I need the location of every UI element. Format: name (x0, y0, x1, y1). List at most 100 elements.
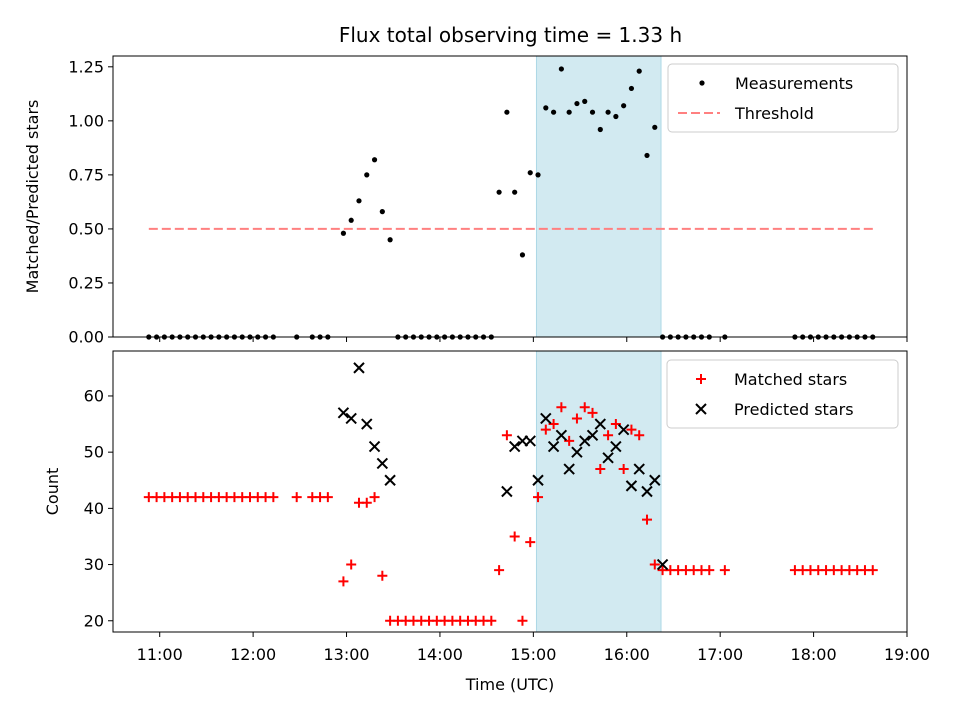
matched-star-point (517, 615, 528, 626)
predicted-star-point (656, 558, 669, 571)
predicted-star-point (633, 463, 645, 475)
matched-star-point (268, 492, 279, 503)
bottom-y-tick-label: 40 (84, 499, 104, 518)
predicted-star-point (345, 412, 357, 425)
matched-star-point (610, 419, 621, 430)
measurement-point (512, 189, 518, 195)
x-tick-label: 11:00 (137, 645, 183, 664)
x-tick-label: 15:00 (510, 645, 556, 664)
measurement-point (605, 109, 611, 115)
bottom-panel: 20 30 40 50 60 11:00 12:00 13:00 14:00 15:00 16:0… (43, 350, 930, 694)
matched-star-point (571, 413, 582, 424)
bottom-x-axis-ticks: 11:00 12:00 13:00 14:00 15:00 16:00 17:00 18:00… (137, 632, 930, 664)
measurement-point (636, 68, 642, 74)
predicted-star-point (649, 474, 661, 486)
measurement-point (543, 105, 549, 111)
matched-star-point (509, 531, 520, 542)
predicted-star-point (547, 440, 560, 453)
x-tick-label: 13:00 (323, 645, 369, 664)
top-y-tick-label: 0.50 (68, 219, 104, 238)
top-x-axis-ticks (159, 337, 908, 342)
matched-star-point (719, 565, 730, 576)
measurement-point (597, 126, 603, 133)
matched-star-point (501, 430, 512, 441)
matched-star-point (556, 402, 567, 413)
matched-star-point (533, 492, 544, 503)
predicted-star-point (524, 435, 536, 447)
bottom-y-tick-label: 20 (84, 611, 104, 630)
x-tick-label: 17:00 (697, 645, 743, 664)
measurement-point (340, 230, 347, 236)
predicted-star-point (555, 429, 568, 442)
matched-star-point (634, 430, 645, 441)
top-y-tick-label: 1.00 (68, 111, 104, 130)
matched-star-point (548, 419, 559, 430)
matched-star-point (704, 565, 715, 576)
x-tick-label: 19:00 (884, 645, 930, 664)
predicted-star-point (532, 474, 544, 486)
measurement-point (519, 252, 526, 258)
matched-star-point (346, 559, 357, 570)
matched-star-point (361, 497, 372, 508)
bottom-legend-label: Predicted stars (734, 400, 854, 419)
predicted-star-point (602, 452, 614, 464)
bottom-y-axis-label: Count (43, 468, 62, 516)
predicted-star-point (579, 435, 591, 447)
matched-legend-marker (696, 374, 706, 384)
matched-star-point (494, 565, 505, 576)
matched-star-point (618, 464, 629, 475)
bottom-plot-frame (112, 350, 908, 633)
predicted-stars-points (337, 362, 669, 571)
top-y-tick-label: 0.25 (68, 273, 104, 292)
measurement-point (387, 237, 393, 243)
matched-star-point (322, 492, 333, 503)
measurement-point (621, 103, 627, 109)
top-plot-frame (112, 55, 908, 338)
bottom-y-tick-label: 60 (84, 386, 104, 405)
measurement-point (589, 109, 596, 115)
predicted-star-point (368, 440, 381, 453)
predicted-star-point (617, 423, 630, 436)
matched-star-point (338, 576, 349, 587)
predicted-star-point (376, 457, 389, 470)
matched-star-point (867, 565, 878, 576)
predicted-star-point (610, 440, 622, 453)
matched-star-point (603, 430, 614, 441)
predicted-star-point (571, 446, 583, 458)
top-y-axis-ticks: 0.00 0.25 0.50 0.75 1.00 1.25 (68, 57, 113, 347)
chart-title: Flux total observing time = 1.33 h (339, 23, 682, 47)
x-tick-label: 12:00 (230, 645, 276, 664)
x-axis-label: Time (UTC) (465, 675, 554, 694)
predicted-star-point (625, 480, 638, 492)
measurement-point (550, 109, 557, 115)
predicted-legend-marker (695, 403, 707, 415)
x-tick-label: 18:00 (791, 645, 837, 664)
top-observing-window-shade (535, 55, 662, 338)
top-legend-label: Threshold (734, 104, 814, 123)
matched-star-point (291, 492, 302, 503)
measurement-point (504, 109, 510, 115)
measurement-point (574, 100, 580, 107)
top-legend-label: Measurements (735, 74, 853, 93)
predicted-star-point (353, 362, 365, 374)
x-tick-label: 16:00 (604, 645, 650, 664)
measurement-point (652, 124, 658, 130)
measurement-point (558, 66, 564, 72)
measurement-point (535, 172, 541, 178)
predicted-star-point (641, 485, 653, 498)
bottom-legend-box (666, 359, 899, 429)
measurement-point (364, 172, 370, 178)
bottom-y-tick-label: 30 (84, 555, 104, 574)
measurement-point (613, 113, 619, 120)
measurement-point (496, 189, 502, 195)
measurement-point (644, 152, 650, 159)
top-y-tick-label: 0.00 (68, 328, 104, 347)
matched-star-point (579, 402, 590, 413)
measurement-point (356, 198, 362, 204)
measurement-point (566, 109, 572, 115)
bottom-y-tick-label: 50 (84, 443, 104, 462)
matched-star-point (642, 514, 653, 525)
top-legend: Measurements Threshold (667, 63, 899, 133)
measurement-point (348, 217, 354, 223)
